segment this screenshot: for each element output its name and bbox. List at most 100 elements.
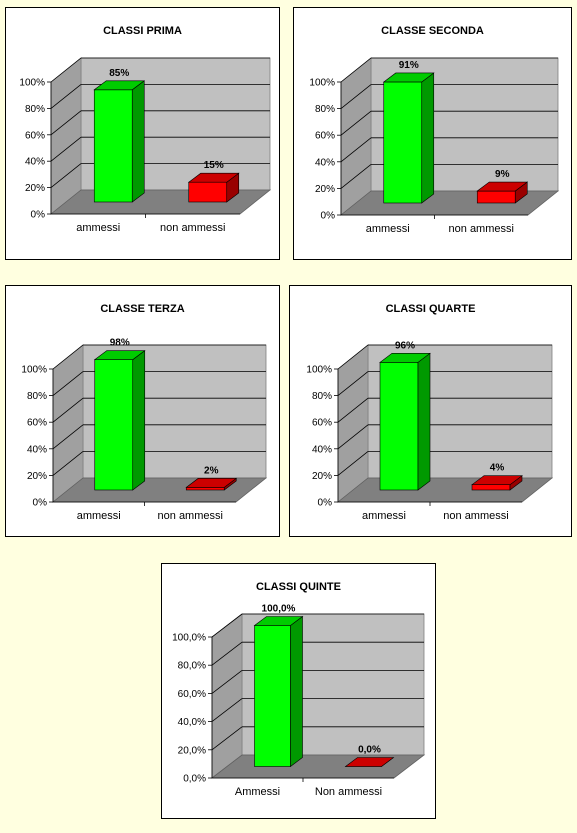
chart-panel-classi-quarte: CLASSI QUARTE 0% 20% 40% 60% 80% 100% 96% ammes…	[289, 285, 572, 537]
bar-ammessi	[93, 80, 146, 203]
chart-panel-classi-quinte: CLASSI QUINTE 0,0% 20,0% 40,0% 60,0% 80,0% 10…	[161, 563, 436, 819]
y-tick-label: 100%	[306, 365, 332, 376]
chart-title: CLASSI PRIMA	[103, 25, 182, 37]
data-label: 0,0%	[358, 745, 381, 756]
y-tick-label: 60,0%	[178, 689, 206, 700]
y-tick-label: 100,0%	[172, 633, 206, 644]
data-label: 91%	[399, 60, 419, 71]
bar-side	[290, 615, 303, 768]
y-tick-label: 0%	[321, 211, 336, 222]
plot-side-wall	[340, 57, 372, 216]
bar-ammessi	[253, 615, 304, 768]
gridline-side	[50, 136, 82, 162]
y-tick-label: 100%	[19, 78, 45, 89]
gridline-side	[340, 164, 372, 189]
plot-side-wall	[50, 57, 82, 215]
chart-svg: 0,0% 20,0% 40,0% 60,0% 80,0% 100,0% 100,0% Amme…	[172, 604, 426, 798]
gridline-side	[52, 397, 84, 423]
bar-side	[132, 350, 146, 491]
chart-panel-classe-terza: CLASSE TERZA 0% 20% 40% 60% 80% 100% 98% ammess…	[5, 285, 280, 537]
y-tick-label: 40%	[315, 157, 335, 168]
chart-svg: 0% 20% 40% 60% 80% 100% 91% ammessi 9% non ammess…	[309, 57, 560, 235]
data-label: 98%	[110, 338, 130, 349]
x-tick-label: ammessi	[362, 510, 406, 522]
gridline-side	[337, 344, 369, 370]
bar-front	[254, 625, 291, 767]
y-tick-label: 40,0%	[178, 717, 206, 728]
gridline-side	[50, 163, 82, 188]
x-tick-label: Non ammessi	[315, 786, 382, 798]
bar-front	[471, 484, 511, 491]
bar-top	[471, 475, 523, 485]
gridline-side	[50, 110, 82, 136]
bar-front	[93, 89, 133, 203]
chart-panel-classi-prima: CLASSI PRIMA 0% 20% 40% 60% 80% 100% 85% ammess…	[5, 7, 280, 260]
plot-side-wall	[337, 344, 369, 503]
y-tick-label: 20%	[25, 183, 45, 194]
bar-front	[379, 362, 419, 491]
bar-front	[476, 190, 516, 204]
y-tick-label: 80,0%	[178, 661, 206, 672]
bar-top	[185, 478, 238, 488]
x-tick-label: non ammessi	[443, 510, 508, 522]
chart-svg: 0% 20% 40% 60% 80% 100% 85% ammessi 15% non ammes…	[19, 57, 272, 234]
y-tick-label: 20%	[312, 471, 332, 482]
bar-top	[382, 72, 435, 83]
y-tick-label: 40%	[312, 444, 332, 455]
bar-non-ammessi	[471, 475, 523, 491]
data-label: 100,0%	[262, 604, 296, 615]
x-tick-label: Ammessi	[235, 786, 280, 798]
bar-front	[383, 81, 423, 204]
data-label: 2%	[204, 465, 219, 476]
bar-ammessi	[382, 72, 435, 204]
bar-front	[185, 487, 225, 491]
gridline-side	[337, 451, 369, 476]
bar-top	[253, 616, 304, 626]
gridline-side	[337, 424, 369, 450]
bar-non-ammessi	[344, 757, 395, 767]
gridline-side	[340, 57, 372, 83]
bar-side	[421, 72, 435, 204]
y-tick-label: 20,0%	[178, 745, 206, 756]
gridline-side	[52, 424, 84, 450]
chart-title: CLASSI QUARTE	[385, 303, 476, 315]
gridline-side	[211, 641, 243, 666]
chart-panel-classe-seconda: CLASSE SECONDA 0% 20% 40% 60% 80% 100% 91% amme…	[293, 7, 572, 260]
y-tick-label: 40%	[25, 157, 45, 168]
bar-top	[93, 80, 146, 91]
y-tick-label: 60%	[312, 418, 332, 429]
data-label: 9%	[495, 169, 510, 180]
chart-title: CLASSE TERZA	[100, 303, 185, 315]
gridline-side	[211, 670, 243, 694]
gridline-side	[337, 371, 369, 396]
y-tick-label: 80%	[315, 104, 335, 115]
gridline-side	[340, 110, 372, 136]
chart-svg: 0% 20% 40% 60% 80% 100% 96% ammessi 4% non ammess…	[306, 340, 554, 522]
y-tick-label: 80%	[27, 391, 47, 402]
y-tick-label: 0%	[318, 498, 333, 509]
chart-title: CLASSI QUINTE	[256, 581, 341, 593]
x-tick-label: ammessi	[76, 222, 120, 234]
gridline-side	[340, 84, 372, 109]
data-label: 85%	[109, 68, 129, 79]
x-tick-label: non ammessi	[449, 223, 514, 235]
bar-top	[476, 181, 529, 192]
x-tick-label: non ammessi	[160, 222, 225, 234]
plot-side-wall	[52, 344, 84, 503]
x-tick-label: ammessi	[77, 510, 121, 522]
gridline-side	[52, 344, 84, 370]
gridline-side	[52, 371, 84, 396]
y-tick-label: 100%	[309, 78, 335, 89]
gridline-side	[211, 698, 243, 722]
chart-title: CLASSE SECONDA	[381, 25, 484, 37]
bar-top	[379, 353, 431, 363]
bar-ammessi	[93, 350, 146, 491]
y-tick-label: 40%	[27, 444, 47, 455]
gridline-side	[211, 726, 243, 751]
gridline-side	[50, 57, 82, 83]
bar-top	[187, 172, 240, 183]
gridline-side	[337, 397, 369, 423]
bar-front	[94, 359, 134, 491]
bar-non-ammessi	[185, 477, 238, 491]
gridline-side	[52, 451, 84, 476]
